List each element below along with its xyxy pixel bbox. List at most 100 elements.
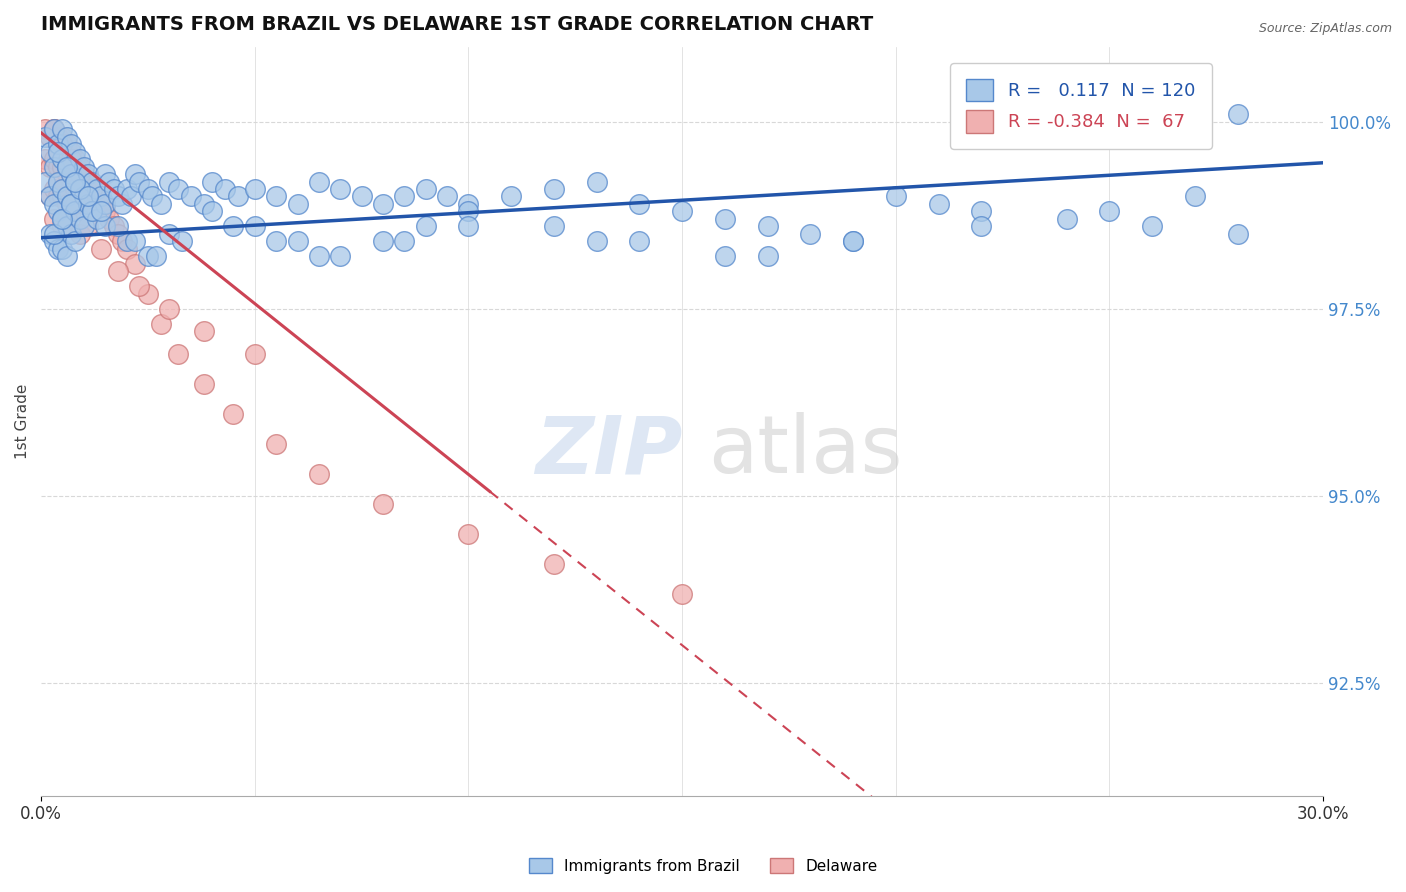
- Point: [264, 436, 287, 450]
- Point: [714, 249, 737, 263]
- Text: Source: ZipAtlas.com: Source: ZipAtlas.com: [1258, 22, 1392, 36]
- Point: [167, 347, 190, 361]
- Point: [970, 204, 993, 219]
- Point: [107, 219, 129, 234]
- Point: [222, 219, 245, 234]
- Point: [51, 129, 73, 144]
- Point: [51, 160, 73, 174]
- Point: [585, 235, 607, 249]
- Point: [69, 227, 91, 241]
- Point: [77, 174, 100, 188]
- Point: [436, 189, 458, 203]
- Point: [46, 189, 69, 203]
- Point: [60, 197, 83, 211]
- Point: [69, 189, 91, 203]
- Point: [60, 174, 83, 188]
- Point: [243, 182, 266, 196]
- Point: [73, 167, 96, 181]
- Point: [73, 197, 96, 211]
- Point: [38, 189, 60, 203]
- Point: [222, 407, 245, 421]
- Point: [34, 122, 56, 136]
- Point: [1056, 211, 1078, 226]
- Point: [193, 197, 215, 211]
- Point: [287, 235, 309, 249]
- Point: [77, 219, 100, 234]
- Point: [69, 160, 91, 174]
- Point: [884, 189, 907, 203]
- Point: [65, 145, 87, 159]
- Point: [82, 174, 104, 188]
- Point: [60, 197, 83, 211]
- Point: [55, 249, 77, 263]
- Point: [55, 129, 77, 144]
- Point: [51, 242, 73, 256]
- Point: [628, 235, 651, 249]
- Point: [82, 182, 104, 196]
- Point: [136, 249, 159, 263]
- Point: [34, 174, 56, 188]
- Point: [94, 204, 117, 219]
- Point: [46, 242, 69, 256]
- Point: [457, 526, 479, 541]
- Point: [201, 204, 224, 219]
- Point: [73, 160, 96, 174]
- Point: [201, 174, 224, 188]
- Point: [46, 136, 69, 151]
- Point: [107, 189, 129, 203]
- Point: [55, 189, 77, 203]
- Point: [157, 227, 180, 241]
- Point: [86, 182, 108, 196]
- Point: [73, 189, 96, 203]
- Point: [77, 189, 100, 203]
- Point: [124, 167, 146, 181]
- Point: [69, 211, 91, 226]
- Point: [38, 145, 60, 159]
- Point: [128, 174, 150, 188]
- Point: [103, 219, 125, 234]
- Point: [107, 264, 129, 278]
- Point: [157, 301, 180, 316]
- Point: [371, 235, 394, 249]
- Point: [842, 235, 865, 249]
- Point: [42, 182, 65, 196]
- Point: [124, 235, 146, 249]
- Legend: Immigrants from Brazil, Delaware: Immigrants from Brazil, Delaware: [523, 852, 883, 880]
- Point: [46, 145, 69, 159]
- Point: [65, 174, 87, 188]
- Point: [394, 235, 416, 249]
- Point: [308, 467, 330, 481]
- Point: [136, 182, 159, 196]
- Point: [94, 197, 117, 211]
- Point: [90, 204, 112, 219]
- Point: [60, 204, 83, 219]
- Point: [60, 152, 83, 166]
- Point: [42, 152, 65, 166]
- Point: [65, 174, 87, 188]
- Text: atlas: atlas: [707, 412, 903, 491]
- Point: [111, 235, 134, 249]
- Point: [193, 324, 215, 338]
- Point: [226, 189, 249, 203]
- Point: [329, 182, 352, 196]
- Point: [264, 235, 287, 249]
- Point: [145, 249, 167, 263]
- Point: [415, 182, 437, 196]
- Point: [415, 219, 437, 234]
- Point: [60, 145, 83, 159]
- Point: [69, 182, 91, 196]
- Point: [141, 189, 163, 203]
- Point: [98, 174, 121, 188]
- Point: [124, 257, 146, 271]
- Point: [1226, 107, 1249, 121]
- Point: [308, 249, 330, 263]
- Point: [38, 160, 60, 174]
- Point: [55, 160, 77, 174]
- Point: [51, 182, 73, 196]
- Point: [329, 249, 352, 263]
- Point: [42, 160, 65, 174]
- Point: [65, 197, 87, 211]
- Point: [287, 197, 309, 211]
- Point: [90, 189, 112, 203]
- Point: [193, 376, 215, 391]
